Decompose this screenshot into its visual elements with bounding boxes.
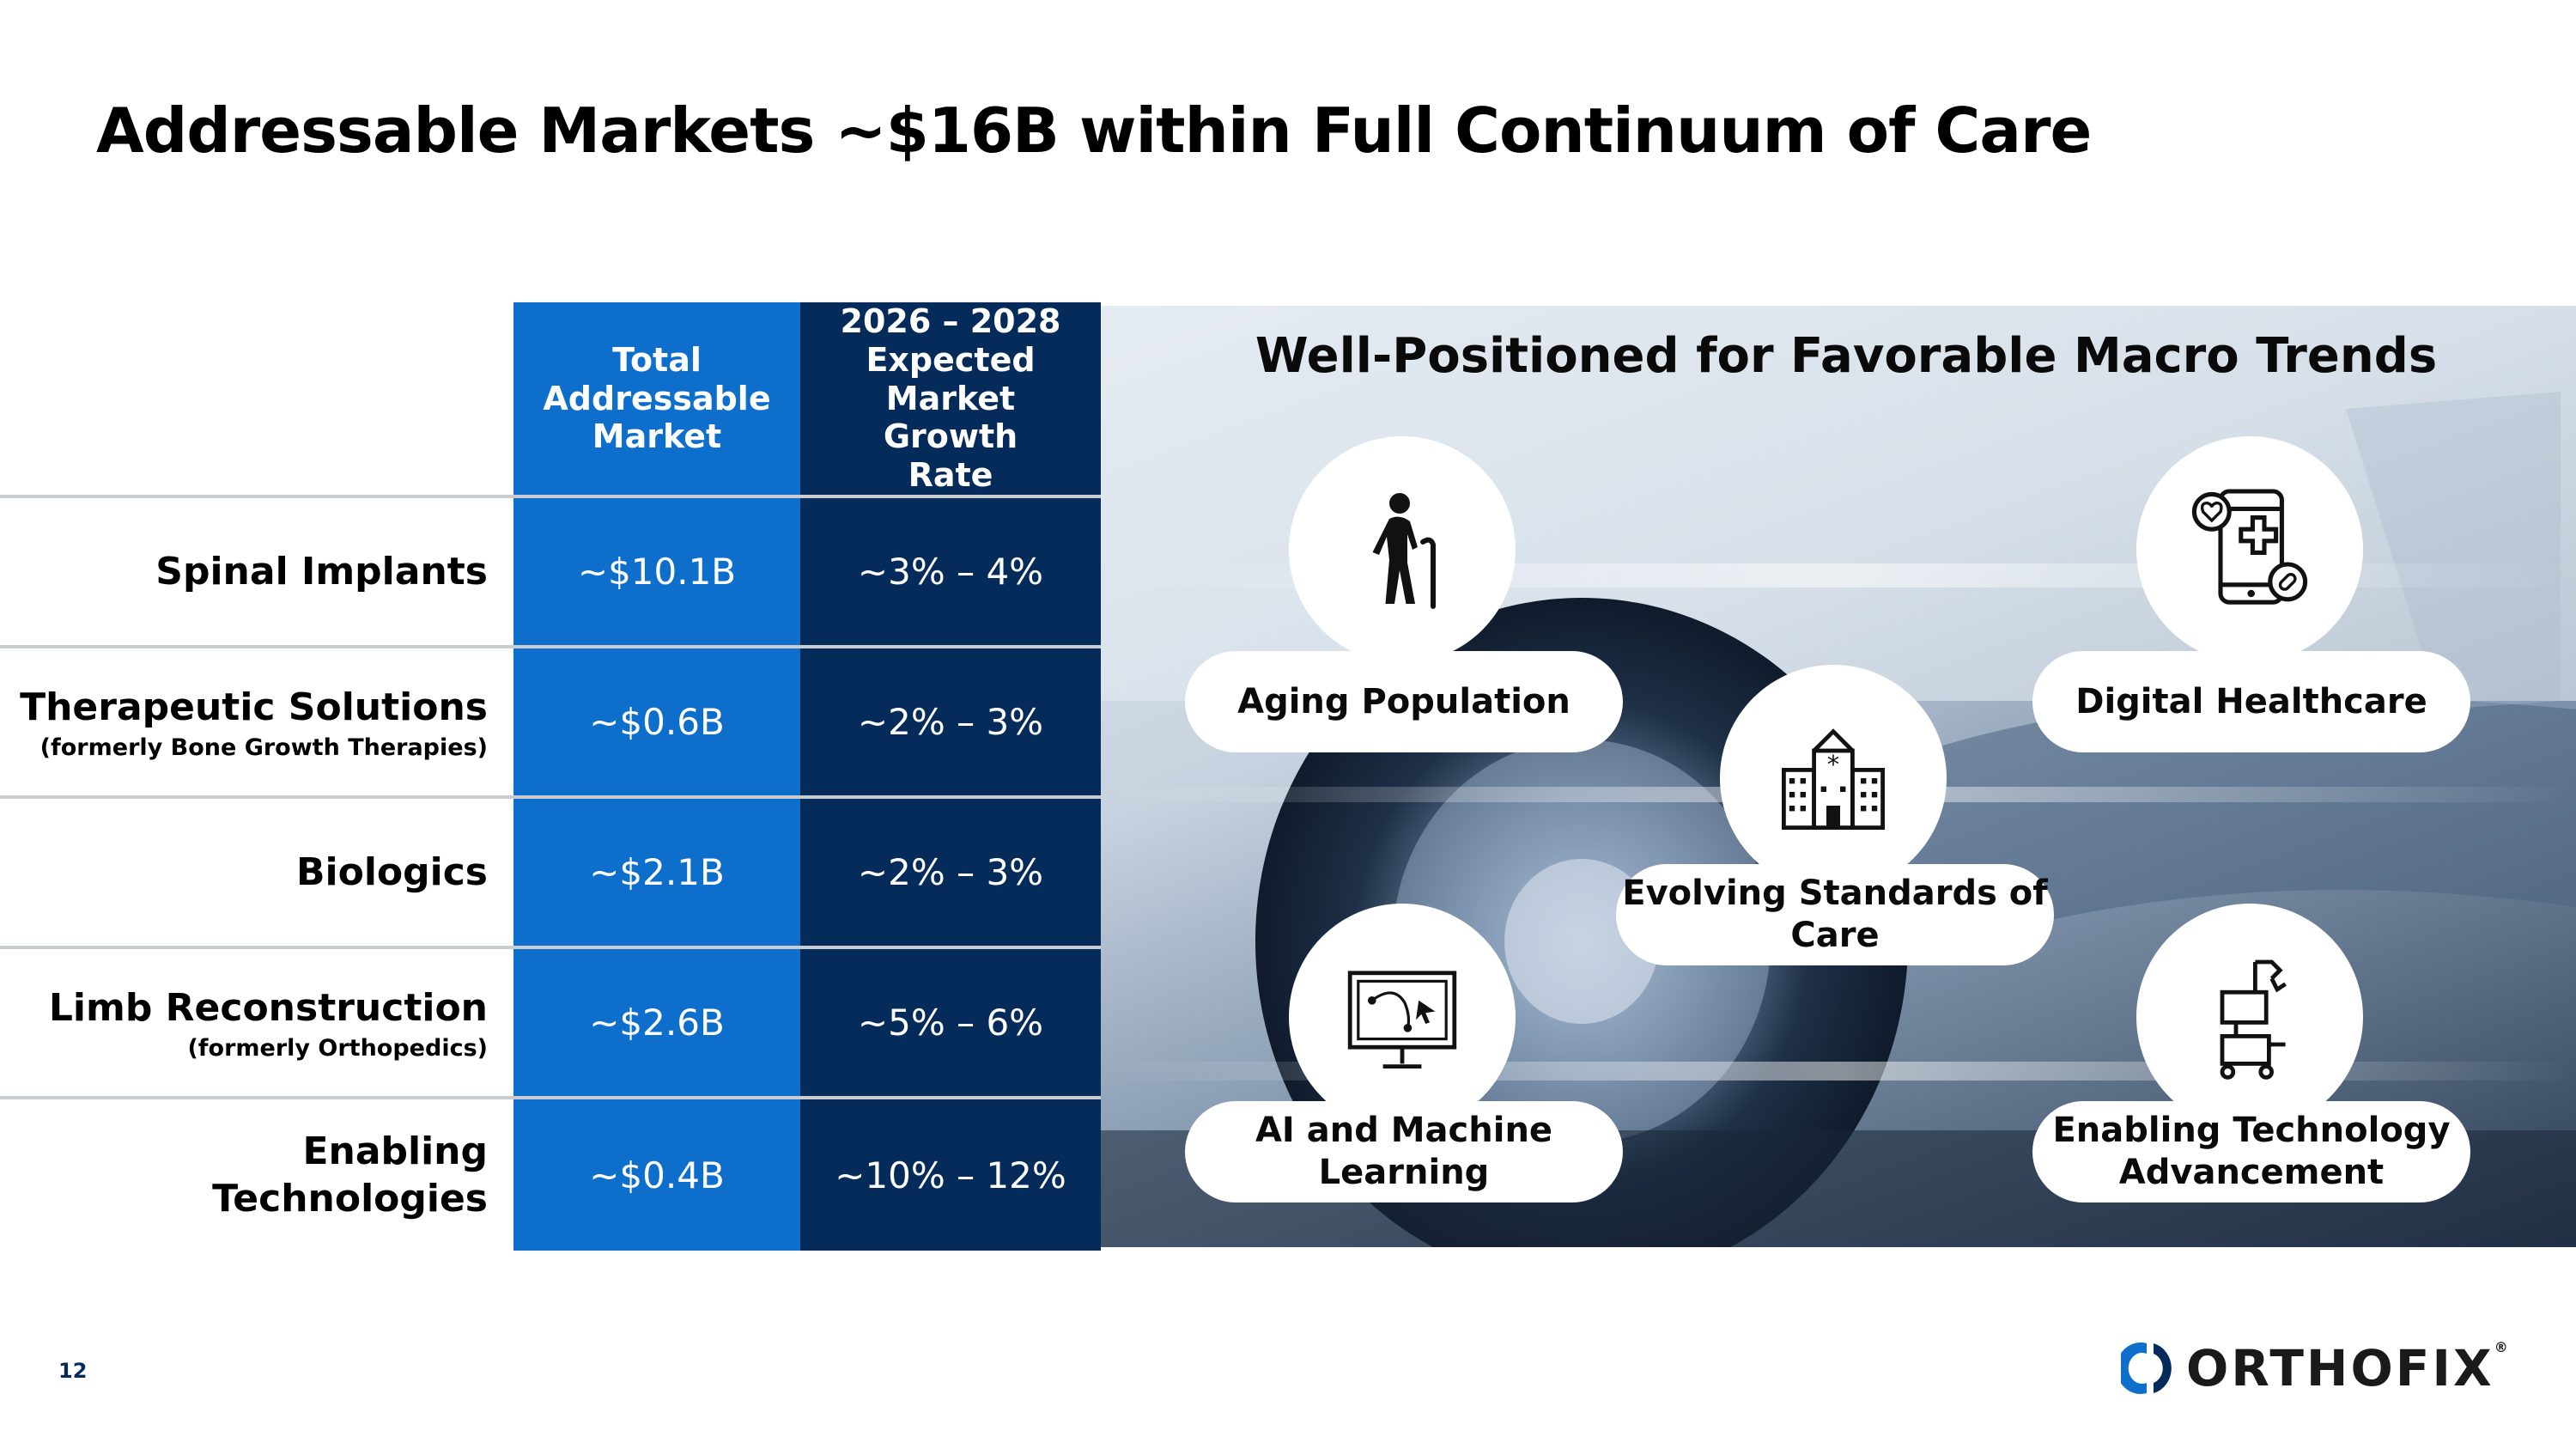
- row-label: Enabling Technologies: [0, 1099, 488, 1251]
- evolving-standards-badge: *: [1720, 665, 1947, 892]
- aging-population-badge: [1289, 436, 1516, 663]
- tam-value: ~$2.1B: [513, 799, 800, 946]
- digital-healthcare-badge: [2136, 436, 2363, 663]
- growth-value: ~2% – 3%: [800, 648, 1101, 795]
- segment-name: Spinal Implants: [155, 550, 488, 594]
- aging-population-label: Aging Population: [1185, 651, 1623, 752]
- page-title: Addressable Markets ~$16B within Full Co…: [96, 94, 2092, 167]
- robotic-cart-icon: [2220, 959, 2287, 1080]
- segment-note: (formerly Orthopedics): [187, 1034, 488, 1062]
- segment-name: Biologics: [295, 850, 488, 894]
- growth-value: ~3% – 4%: [800, 498, 1101, 645]
- growth-value: ~5% – 6%: [800, 949, 1101, 1096]
- segment-name: Enabling Technologies: [212, 1129, 488, 1221]
- segment-name: Therapeutic Solutions: [20, 685, 488, 729]
- hospital-building-icon: *: [1782, 728, 1885, 830]
- enabling-technology-badge: [2136, 904, 2363, 1130]
- trends-title: Well-Positioned for Favorable Macro Tren…: [1255, 328, 2438, 384]
- digital-healthcare-label: Digital Healthcare: [2032, 651, 2470, 752]
- ai-machine-learning-label: AI and Machine Learning: [1185, 1101, 1623, 1202]
- table-row: Therapeutic Solutions (formerly Bone Gro…: [0, 645, 1101, 795]
- table-row: Spinal Implants ~$10.1B ~3% – 4%: [0, 495, 1101, 645]
- segment-note: (formerly Bone Growth Therapies): [39, 734, 488, 761]
- row-label: Biologics: [0, 799, 488, 946]
- tam-value: ~$10.1B: [513, 498, 800, 645]
- mobile-health-app-icon: [2191, 489, 2308, 605]
- enabling-technology-label: Enabling Technology Advancement: [2032, 1101, 2470, 1202]
- ai-machine-learning-badge: [1289, 904, 1516, 1130]
- row-label: Limb Reconstruction (formerly Orthopedic…: [0, 949, 488, 1096]
- tam-value: ~$2.6B: [513, 949, 800, 1096]
- svg-text:*: *: [1827, 750, 1839, 779]
- row-label: Spinal Implants: [0, 498, 488, 645]
- table-row: Limb Reconstruction (formerly Orthopedic…: [0, 946, 1101, 1096]
- growth-value: ~10% – 12%: [800, 1099, 1101, 1251]
- evolving-standards-label: Evolving Standards of Care: [1616, 864, 2054, 965]
- growth-value: ~2% – 3%: [800, 799, 1101, 946]
- elderly-person-cane-icon: [1372, 493, 1436, 609]
- monitor-ai-cursor-icon: [1347, 971, 1457, 1068]
- header-growth-rate: 2026 – 2028 Expected Market Growth Rate: [800, 302, 1101, 495]
- table-row: Enabling Technologies ~$0.4B ~10% – 12%: [0, 1096, 1101, 1251]
- logo-wordmark: ORTHOFIX®: [2186, 1339, 2511, 1397]
- row-label: Therapeutic Solutions (formerly Bone Gro…: [0, 648, 488, 795]
- tam-value: ~$0.6B: [513, 648, 800, 795]
- orthofix-logo: ORTHOFIX®: [2121, 1338, 2511, 1398]
- page-number: 12: [58, 1359, 88, 1383]
- orthofix-mark-icon: [2121, 1342, 2172, 1394]
- header-total-addressable-market: Total Addressable Market: [513, 302, 800, 495]
- segment-name: Limb Reconstruction: [48, 985, 488, 1030]
- table-row: Biologics ~$2.1B ~2% – 3%: [0, 795, 1101, 946]
- tam-value: ~$0.4B: [513, 1099, 800, 1251]
